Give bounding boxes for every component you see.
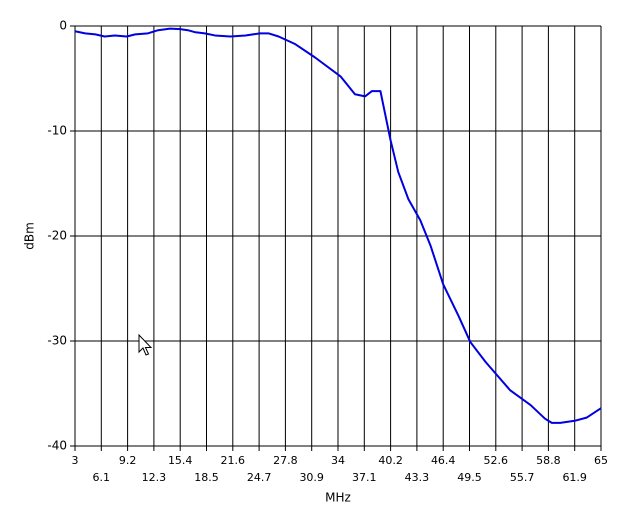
x-tick-label: 43.3	[405, 471, 430, 484]
x-tick-label: 55.7	[510, 471, 535, 484]
x-tick-label: 3	[72, 454, 79, 467]
x-tick-label: 12.3	[142, 471, 167, 484]
x-tick-label: 58.8	[536, 454, 561, 467]
y-tick-label: -40	[47, 439, 67, 453]
x-tick-label: 6.1	[93, 471, 111, 484]
y-tick-label: -10	[47, 124, 67, 138]
x-tick-label: 61.9	[562, 471, 587, 484]
x-tick-label: 34	[331, 454, 345, 467]
x-tick-label: 30.9	[299, 471, 324, 484]
x-tick-label: 27.8	[273, 454, 298, 467]
y-tick-label: -30	[47, 334, 67, 348]
x-tick-label: 9.2	[119, 454, 137, 467]
x-tick-label: 15.4	[168, 454, 193, 467]
y-tick-label: -20	[47, 229, 67, 243]
y-axis-label: dBm	[23, 222, 37, 250]
x-tick-label: 46.4	[431, 454, 456, 467]
y-tick-label: 0	[59, 19, 67, 33]
x-tick-label: 52.6	[484, 454, 509, 467]
x-tick-label: 18.5	[194, 471, 219, 484]
x-tick-label: 24.7	[247, 471, 272, 484]
x-tick-label: 21.6	[221, 454, 246, 467]
mouse-cursor	[138, 333, 153, 356]
x-tick-label: 37.1	[352, 471, 377, 484]
x-axis-label: MHz	[325, 491, 351, 505]
x-tick-label: 65	[594, 454, 608, 467]
data-line	[74, 27, 602, 424]
x-tick-label: 40.2	[378, 454, 403, 467]
x-tick-label: 49.5	[457, 471, 482, 484]
